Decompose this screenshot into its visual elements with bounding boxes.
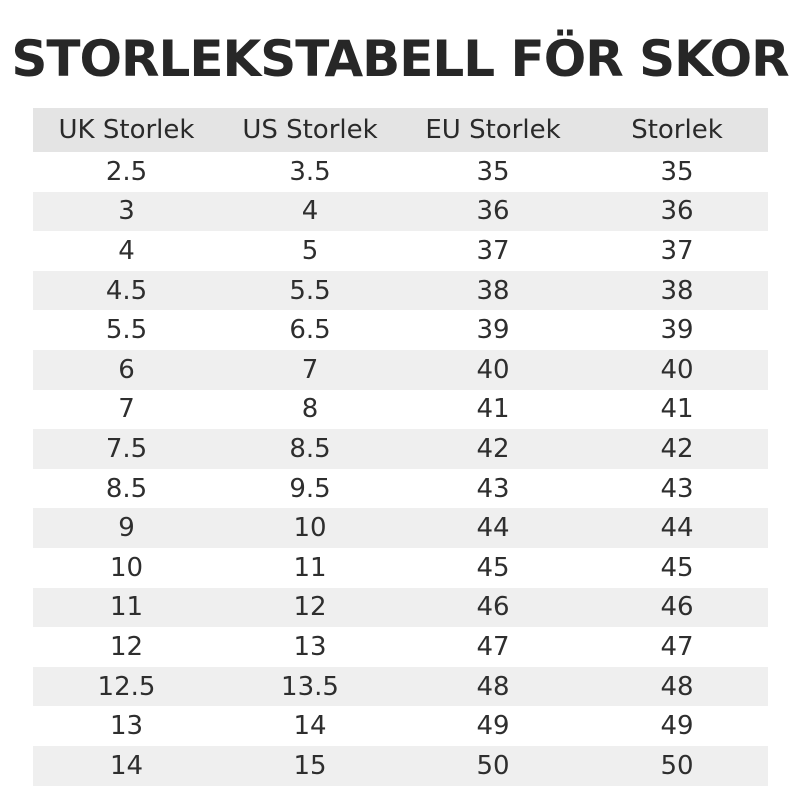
cell-eu: 42 [400, 429, 586, 469]
cell-us: 12 [220, 587, 400, 628]
table-row: 11 12 46 46 [33, 587, 768, 628]
table-row: 6 7 40 40 [33, 349, 768, 390]
cell-us: 13.5 [220, 666, 400, 707]
cell-us: 4 [220, 191, 400, 232]
cell-us: 9.5 [289, 473, 331, 504]
cell-uk: 5.5 [105, 315, 148, 346]
page-title: STORLEKSTABELL FÖR SKOR [11, 30, 789, 88]
table-row: 13 14 49 49 [33, 706, 768, 746]
cell-size: 41 [660, 394, 694, 425]
cell-size: 46 [586, 587, 768, 628]
cell-eu: 46 [400, 587, 586, 628]
cell-eu: 50 [400, 745, 586, 786]
table-row: 8.5 9.5 43 43 [33, 469, 768, 509]
cell-eu: 40 [400, 349, 586, 390]
cell-size: 49 [660, 711, 694, 742]
table-row: 14 15 50 50 [33, 745, 768, 786]
table-row: 10 11 45 45 [33, 548, 768, 588]
cell-uk: 3 [33, 191, 220, 232]
cell-eu: 49 [476, 711, 510, 742]
cell-eu: 38 [400, 270, 586, 311]
cell-size: 36 [586, 191, 768, 232]
cell-uk: 11 [33, 587, 220, 628]
size-chart-table: UK Storlek US Storlek EU Storlek Storlek… [33, 108, 768, 786]
cell-eu: 35 [476, 156, 510, 187]
table-row: 4.5 5.5 38 38 [33, 270, 768, 311]
cell-us: 15 [220, 745, 400, 786]
cell-us: 8.5 [220, 429, 400, 469]
cell-size: 45 [660, 552, 694, 583]
table-row: 7.5 8.5 42 42 [33, 429, 768, 469]
cell-size: 37 [660, 235, 694, 266]
cell-uk: 9 [33, 508, 220, 548]
cell-us: 8 [301, 394, 319, 425]
cell-us: 11 [293, 552, 327, 583]
table-row: 3 4 36 36 [33, 191, 768, 232]
cell-us: 10 [220, 508, 400, 548]
cell-eu: 45 [476, 552, 510, 583]
table-row: 5.5 6.5 39 39 [33, 310, 768, 350]
cell-us: 6.5 [289, 315, 331, 346]
cell-eu: 37 [476, 235, 510, 266]
cell-uk: 7.5 [33, 429, 220, 469]
cell-uk: 12.5 [33, 666, 220, 707]
cell-uk: 4 [118, 235, 135, 266]
cell-us: 13 [293, 631, 327, 662]
cell-eu: 43 [476, 473, 510, 504]
cell-uk: 6 [33, 349, 220, 390]
cell-uk: 7 [118, 394, 135, 425]
table-row: 12.5 13.5 48 48 [33, 666, 768, 707]
cell-size: 35 [660, 156, 694, 187]
cell-us: 14 [293, 711, 327, 742]
cell-us: 3.5 [289, 156, 331, 187]
table-row: 4 5 37 37 [33, 231, 768, 271]
table-header-row: UK Storlek US Storlek EU Storlek Storlek [33, 108, 768, 152]
table-row: 9 10 44 44 [33, 508, 768, 548]
cell-eu: 48 [400, 666, 586, 707]
cell-uk: 12 [109, 631, 144, 662]
table-row: 7 8 41 41 [33, 390, 768, 430]
header-size: Storlek [586, 108, 768, 152]
cell-us: 5.5 [220, 270, 400, 311]
cell-size: 38 [586, 270, 768, 311]
cell-size: 43 [660, 473, 694, 504]
cell-us: 5 [301, 235, 319, 266]
cell-uk: 14 [33, 745, 220, 786]
cell-size: 47 [660, 631, 694, 662]
cell-uk: 10 [109, 552, 144, 583]
cell-eu: 39 [476, 315, 510, 346]
cell-eu: 44 [400, 508, 586, 548]
table-row: 2.5 3.5 35 35 [33, 152, 768, 192]
cell-eu: 36 [400, 191, 586, 232]
cell-uk: 13 [109, 711, 144, 742]
cell-us: 7 [220, 349, 400, 390]
cell-size: 42 [586, 429, 768, 469]
header-uk-size: UK Storlek [33, 108, 220, 152]
header-eu-size: EU Storlek [400, 108, 586, 152]
cell-uk: 4.5 [33, 270, 220, 311]
cell-size: 48 [586, 666, 768, 707]
table-row: 12 13 47 47 [33, 627, 768, 667]
cell-uk: 8.5 [105, 473, 148, 504]
cell-size: 44 [586, 508, 768, 548]
header-us-size: US Storlek [220, 108, 400, 152]
cell-size: 50 [586, 745, 768, 786]
cell-uk: 2.5 [105, 156, 148, 187]
cell-eu: 41 [476, 394, 510, 425]
cell-size: 39 [660, 315, 694, 346]
cell-size: 40 [586, 349, 768, 390]
cell-eu: 47 [476, 631, 510, 662]
